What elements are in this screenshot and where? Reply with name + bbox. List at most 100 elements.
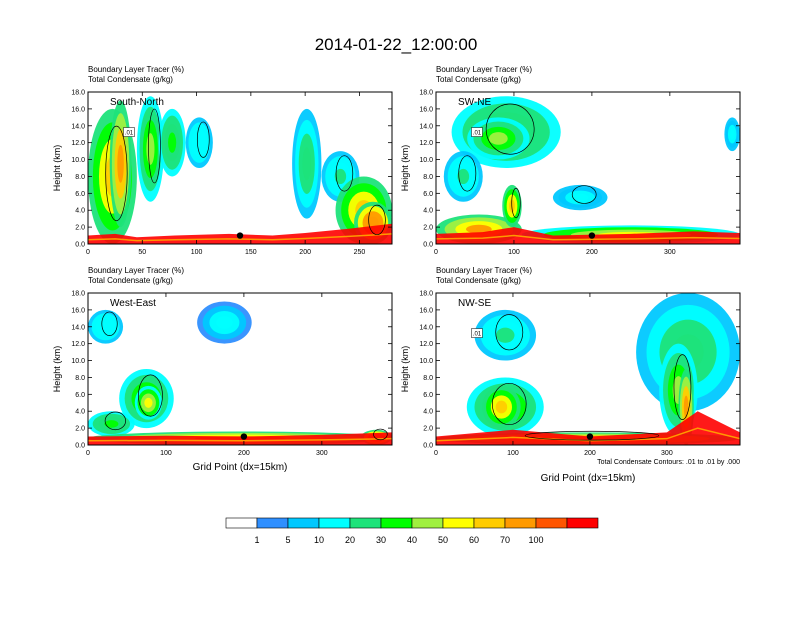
panel-west-east: 0 100 200 300 0.0 2.0 4.0 6.0 8.0 10.0 12.0 14.0 16.… <box>52 266 393 473</box>
x-axis-label: Grid Point (dx=15km) <box>193 462 288 473</box>
panel-label: South-North <box>110 97 164 108</box>
panel-label: SW-NE <box>458 97 491 108</box>
panel-sw-ne: 0 100 200 300 0.0 2.0 4.0 6.0 8.0 10.0 12.0 14.0 16.… <box>400 65 741 256</box>
location-marker <box>588 232 596 239</box>
condensate-contour <box>368 204 386 236</box>
y-tick-label: 8.0 <box>423 174 433 181</box>
tracer-shade-7-4 <box>334 168 347 185</box>
plot-area <box>436 293 740 445</box>
colorbar-level-label: 1 <box>254 535 259 545</box>
x-tick-label: 150 <box>245 249 257 256</box>
colorbar-swatch <box>535 517 568 529</box>
tracer-shade-6-4 <box>302 147 312 181</box>
plot-frame <box>435 292 741 446</box>
y-tick-label: 16.0 <box>71 106 85 113</box>
x-tick-label: 50 <box>138 249 146 256</box>
boundary-layer-band <box>436 411 740 445</box>
x-tick-label: 200 <box>238 450 250 457</box>
plot-area <box>436 92 740 244</box>
boundary-layer-band <box>436 227 740 244</box>
y-tick-label: 12.0 <box>71 341 85 348</box>
condensate-contour <box>485 103 535 155</box>
location-marker <box>240 433 248 440</box>
condensate-contour <box>196 121 210 158</box>
condensate-contour <box>495 314 524 351</box>
boundary-layer-band <box>88 223 392 244</box>
y-tick-label: 2.0 <box>75 225 85 232</box>
x-tick-label: 300 <box>661 450 673 457</box>
tracer-shade-3-4 <box>496 327 515 343</box>
y-tick-label: 0.0 <box>75 242 85 249</box>
colorbar-swatch <box>349 517 382 529</box>
boundary-layer-upper <box>88 437 392 442</box>
condensate-contour <box>101 311 118 336</box>
tracer-shade-7-4 <box>572 193 589 202</box>
location-marker <box>236 232 244 239</box>
y-tick-label: 14.0 <box>419 123 433 130</box>
boundary-layer-upper <box>88 233 392 242</box>
y-tick-label: 6.0 <box>423 392 433 399</box>
x-axis-label: Grid Point (dx=15km) <box>541 473 636 484</box>
y-tick-label: 16.0 <box>419 307 433 314</box>
panels: 0 50 100 150 200 250 0.0 2.0 4.0 6.0 8.0 10.0 12.0 14… <box>52 65 741 484</box>
y-tick-label: 6.0 <box>423 191 433 198</box>
colorbar-level-label: 5 <box>285 535 290 545</box>
y-axis-label: Height (km) <box>400 346 410 393</box>
condensate-contour <box>104 411 127 431</box>
condensate-contour <box>491 382 527 426</box>
y-tick-label: 6.0 <box>75 392 85 399</box>
y-tick-label: 10.0 <box>71 358 85 365</box>
colorbar-level-label: 50 <box>438 535 448 545</box>
y-tick-label: 8.0 <box>75 174 85 181</box>
y-tick-label: 4.0 <box>75 208 85 215</box>
colorbar: 1 5 10 20 30 40 50 60 70 100 <box>225 517 599 545</box>
x-tick-label: 100 <box>508 249 520 256</box>
y-tick-label: 14.0 <box>71 324 85 331</box>
panel-title-line1: Boundary Layer Tracer (%) <box>88 266 184 275</box>
y-axis-label: Height (km) <box>52 346 62 393</box>
y-tick-label: 0.0 <box>423 242 433 249</box>
y-tick-label: 14.0 <box>419 324 433 331</box>
x-tick-label: 100 <box>160 450 172 457</box>
y-tick-label: 18.0 <box>71 90 85 97</box>
panel-title-line2: Total Condensate (g/kg) <box>88 276 173 285</box>
x-tick-label: 0 <box>86 249 90 256</box>
colorbar-swatch <box>442 517 475 529</box>
contour-label-box <box>471 328 483 338</box>
tracer-shade-3-4 <box>146 133 155 165</box>
colorbar-swatch <box>473 517 506 529</box>
y-tick-label: 4.0 <box>423 409 433 416</box>
condensate-contour <box>335 155 354 192</box>
colorbar-level-label: 10 <box>314 535 324 545</box>
x-tick-label: 0 <box>434 249 438 256</box>
colorbar-level-label: 100 <box>528 535 543 545</box>
tracer-shade-2-4 <box>117 144 124 183</box>
y-tick-label: 10.0 <box>71 157 85 164</box>
y-tick-label: 10.0 <box>419 157 433 164</box>
y-axis-label: Height (km) <box>52 145 62 192</box>
y-tick-label: 14.0 <box>71 123 85 130</box>
colorbar-swatch <box>225 517 258 529</box>
panel-title-line2: Total Condensate (g/kg) <box>88 75 173 84</box>
condensate-contour <box>458 155 477 192</box>
contour-label: .01 <box>125 131 134 137</box>
tracer-shade-8-4 <box>729 129 735 140</box>
condensate-contour <box>138 374 163 417</box>
figure-title: 2014-01-22_12:00:00 <box>315 35 478 54</box>
panel-title-line2: Total Condensate (g/kg) <box>436 276 521 285</box>
x-tick-label: 300 <box>664 249 676 256</box>
panel-title-line1: Boundary Layer Tracer (%) <box>88 65 184 74</box>
colorbar-swatch <box>287 517 320 529</box>
x-tick-label: 200 <box>584 450 596 457</box>
colorbar-level-label: 20 <box>345 535 355 545</box>
colorbar-level-label: 60 <box>469 535 479 545</box>
y-tick-label: 0.0 <box>423 443 433 450</box>
colorbar-level-label: 40 <box>407 535 417 545</box>
y-tick-label: 18.0 <box>71 291 85 298</box>
x-tick-label: 250 <box>354 249 366 256</box>
tracer-shade-2-4 <box>144 397 153 408</box>
tracer-shade-4-4 <box>168 132 177 153</box>
colorbar-swatch <box>318 517 351 529</box>
colorbar-swatch <box>566 517 599 529</box>
